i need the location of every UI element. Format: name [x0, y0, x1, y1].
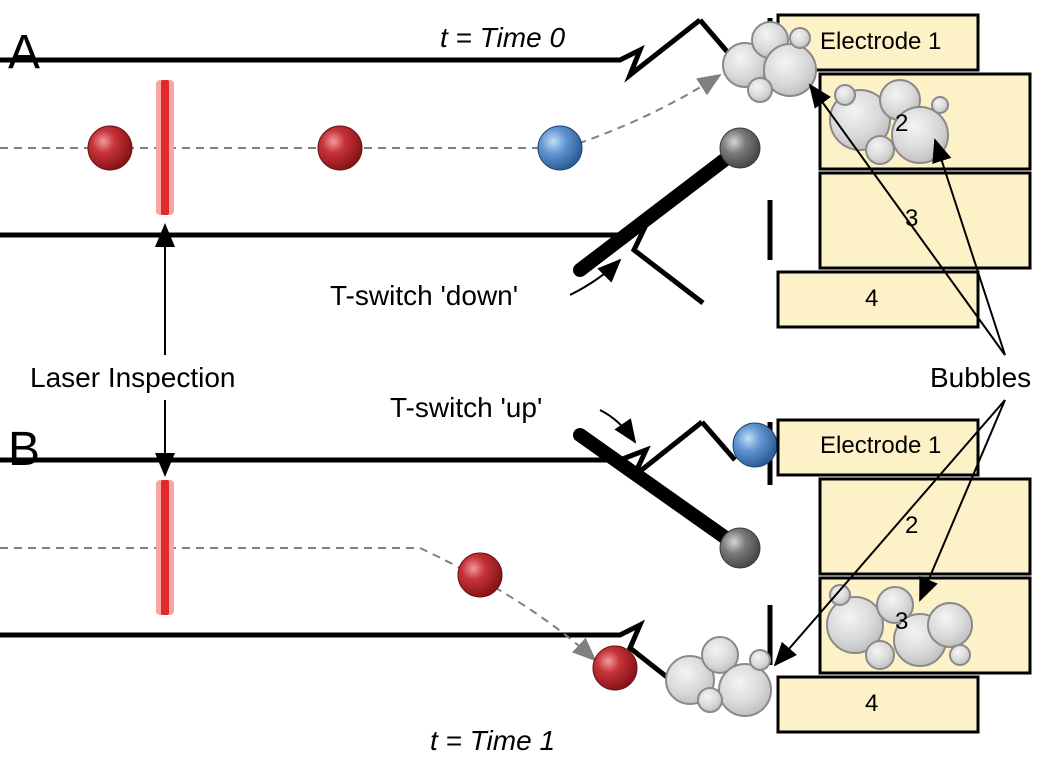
time-label-a: t = Time 0	[440, 22, 565, 54]
outlet-up-left-b	[702, 422, 735, 460]
electrode3-label-a: 3	[905, 205, 918, 233]
electrode4-label-a: 4	[865, 285, 878, 313]
electrode1-label-b: Electrode 1	[820, 432, 941, 460]
tswitch-pivot-b	[720, 528, 760, 568]
time-label-b: t = Time 1	[430, 725, 555, 757]
tswitch-pivot-a	[720, 128, 760, 168]
electrodes-b	[778, 420, 1030, 732]
trajectory-down-b	[420, 548, 595, 660]
electrode3-label-b: 3	[895, 608, 908, 636]
channel-top-wall-a	[0, 20, 700, 75]
red-drop-2-a	[318, 126, 362, 170]
tswitch-label-a: T-switch 'down'	[330, 280, 518, 312]
tswitch-label-b: T-switch 'up'	[390, 392, 542, 424]
bubbles-cluster-a1	[723, 22, 816, 102]
electrode4-label-b: 4	[865, 690, 878, 718]
tswitch-arrow-b	[600, 410, 635, 442]
electrode2-label-a: 2	[895, 110, 908, 138]
panel-b-label: B	[8, 422, 40, 477]
tswitch-arm-b	[580, 435, 740, 548]
laser-beam-a	[161, 80, 169, 215]
blue-drop-b	[733, 423, 777, 467]
bubbles-cluster-b1	[666, 637, 771, 716]
electrode2-label-b: 2	[905, 512, 918, 540]
blue-drop-a	[538, 126, 582, 170]
trajectory-up-a	[565, 75, 720, 148]
electrodes-a	[778, 15, 1030, 327]
red-drop-1-a	[88, 126, 132, 170]
outlet-up-left-a	[700, 20, 730, 55]
panel-a-label: A	[8, 25, 40, 80]
laser-label: Laser Inspection	[30, 362, 235, 394]
electrode1-label-a: Electrode 1	[820, 28, 941, 56]
red-drop-2-b	[593, 646, 637, 690]
tswitch-arm-a	[580, 148, 740, 270]
red-drop-1-b	[458, 553, 502, 597]
bubbles-label: Bubbles	[930, 362, 1031, 394]
laser-beam-b	[161, 480, 169, 615]
